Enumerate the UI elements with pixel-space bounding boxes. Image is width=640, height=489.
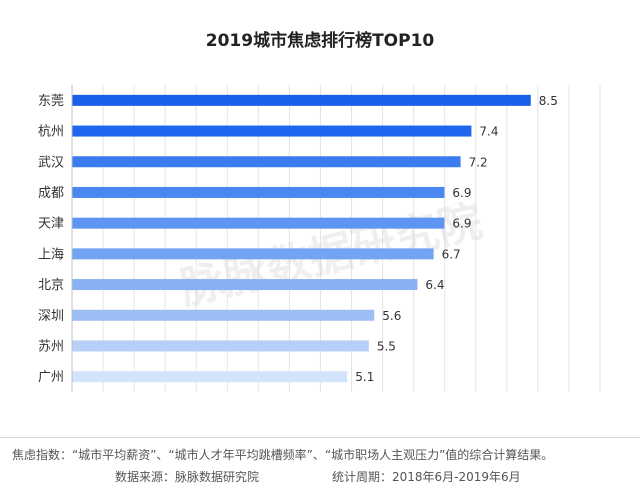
bar (72, 279, 418, 291)
category-label: 深圳 (38, 309, 64, 324)
value-label: 8.5 (539, 94, 558, 108)
value-label: 6.4 (425, 278, 444, 292)
value-label: 6.9 (452, 217, 471, 231)
category-label: 苏州 (38, 338, 64, 354)
bar (72, 125, 472, 137)
category-label: 上海 (38, 247, 64, 262)
category-label: 杭州 (38, 125, 64, 140)
bar-chart: 2019城市焦虑排行榜TOP10 脉脉数据研究院 东莞 8.5杭州 7.4武汉 7.2… (38, 30, 601, 392)
bar (72, 217, 445, 229)
value-label: 5.1 (355, 370, 374, 384)
value-label: 7.2 (469, 155, 488, 169)
data-source: 数据来源：脉脉数据研究院 (115, 470, 260, 484)
category-label: 天津 (38, 217, 64, 232)
bars: 东莞 8.5 杭州 7.4 武汉 7.2 成都 6.9 天津 6.9 上海 6.7 北京 6.4 深圳 5.6… (38, 94, 558, 385)
bar (72, 340, 369, 352)
category-label: 广州 (38, 370, 64, 385)
statistics-period: 统计周期：2018年6月-2019年6月 (332, 470, 521, 484)
footnote: 焦虑指数：“城市平均薪资”、“城市人才年平均跳槽频率”、“城市职场人主观压力”值… (12, 448, 554, 462)
value-label: 6.9 (452, 186, 471, 200)
bar (72, 309, 375, 321)
category-label: 成都 (38, 186, 64, 201)
category-label: 东莞 (38, 94, 64, 109)
value-label: 5.5 (377, 339, 396, 353)
bar (72, 94, 531, 106)
category-label: 武汉 (38, 155, 64, 170)
value-label: 7.4 (479, 125, 498, 139)
value-label: 5.6 (382, 309, 401, 323)
footer-divider (0, 437, 640, 438)
bar (72, 248, 434, 260)
category-label: 北京 (38, 278, 64, 293)
bar (72, 371, 348, 383)
value-label: 6.7 (442, 247, 461, 261)
chart-title: 2019城市焦虑排行榜TOP10 (206, 30, 435, 51)
bar (72, 156, 461, 168)
bar (72, 186, 445, 198)
